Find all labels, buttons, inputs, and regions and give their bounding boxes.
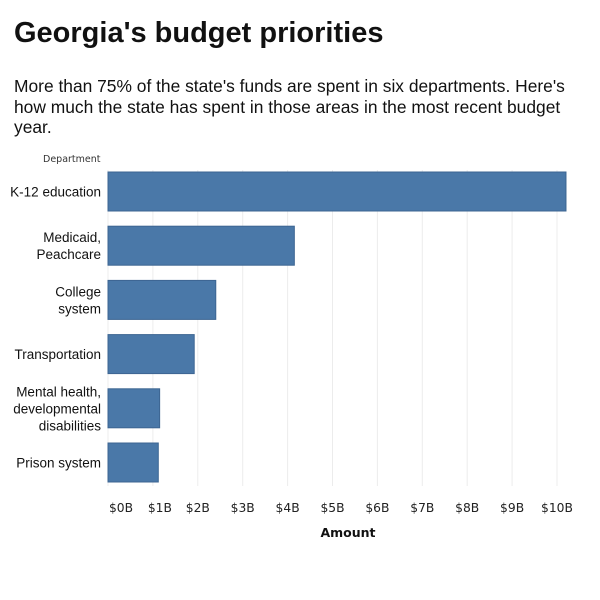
bar bbox=[107, 442, 159, 483]
chart-title: Georgia's budget priorities bbox=[14, 17, 384, 49]
category-label: developmental bbox=[13, 401, 101, 416]
category-label: disabilities bbox=[39, 418, 102, 433]
category-label: Peachcare bbox=[36, 247, 101, 262]
x-tick-label: $4B bbox=[276, 501, 300, 515]
chart-subtitle: More than 75% of the state's funds are s… bbox=[14, 76, 565, 137]
y-axis-title: Department bbox=[43, 154, 101, 165]
category-label: College bbox=[55, 284, 101, 299]
x-tick-label: $5B bbox=[320, 501, 344, 515]
bar bbox=[107, 225, 295, 266]
bars bbox=[107, 171, 567, 483]
category-label: Mental health, bbox=[16, 384, 101, 399]
bar bbox=[107, 334, 195, 375]
bar bbox=[107, 279, 217, 320]
x-tick-label: $0B bbox=[109, 501, 133, 515]
x-tick-label: $9B bbox=[500, 501, 524, 515]
x-tick-label: $6B bbox=[365, 501, 389, 515]
category-label: system bbox=[58, 301, 101, 316]
x-tick-label: $2B bbox=[186, 501, 210, 515]
category-label: Medicaid, bbox=[43, 230, 101, 245]
x-axis-title: Amount bbox=[320, 525, 375, 540]
x-tick-label: $7B bbox=[410, 501, 434, 515]
category-label: Prison system bbox=[16, 456, 101, 471]
category-label: Transportation bbox=[14, 347, 101, 362]
gridlines bbox=[107, 170, 558, 486]
x-tick-label: $8B bbox=[455, 501, 479, 515]
x-tick-label: $10B bbox=[541, 501, 573, 515]
x-tick-label: $3B bbox=[231, 501, 255, 515]
bar bbox=[107, 388, 161, 429]
category-label: K-12 education bbox=[10, 185, 101, 200]
bar bbox=[107, 171, 567, 212]
x-tick-label: $1B bbox=[148, 501, 172, 515]
x-tick-labels: $0B $1B $2B $3B $4B $5B $6B $7B $8B $9B $10B bbox=[109, 501, 573, 515]
category-labels: K-12 education Medicaid, Peachcare College s… bbox=[10, 185, 101, 471]
